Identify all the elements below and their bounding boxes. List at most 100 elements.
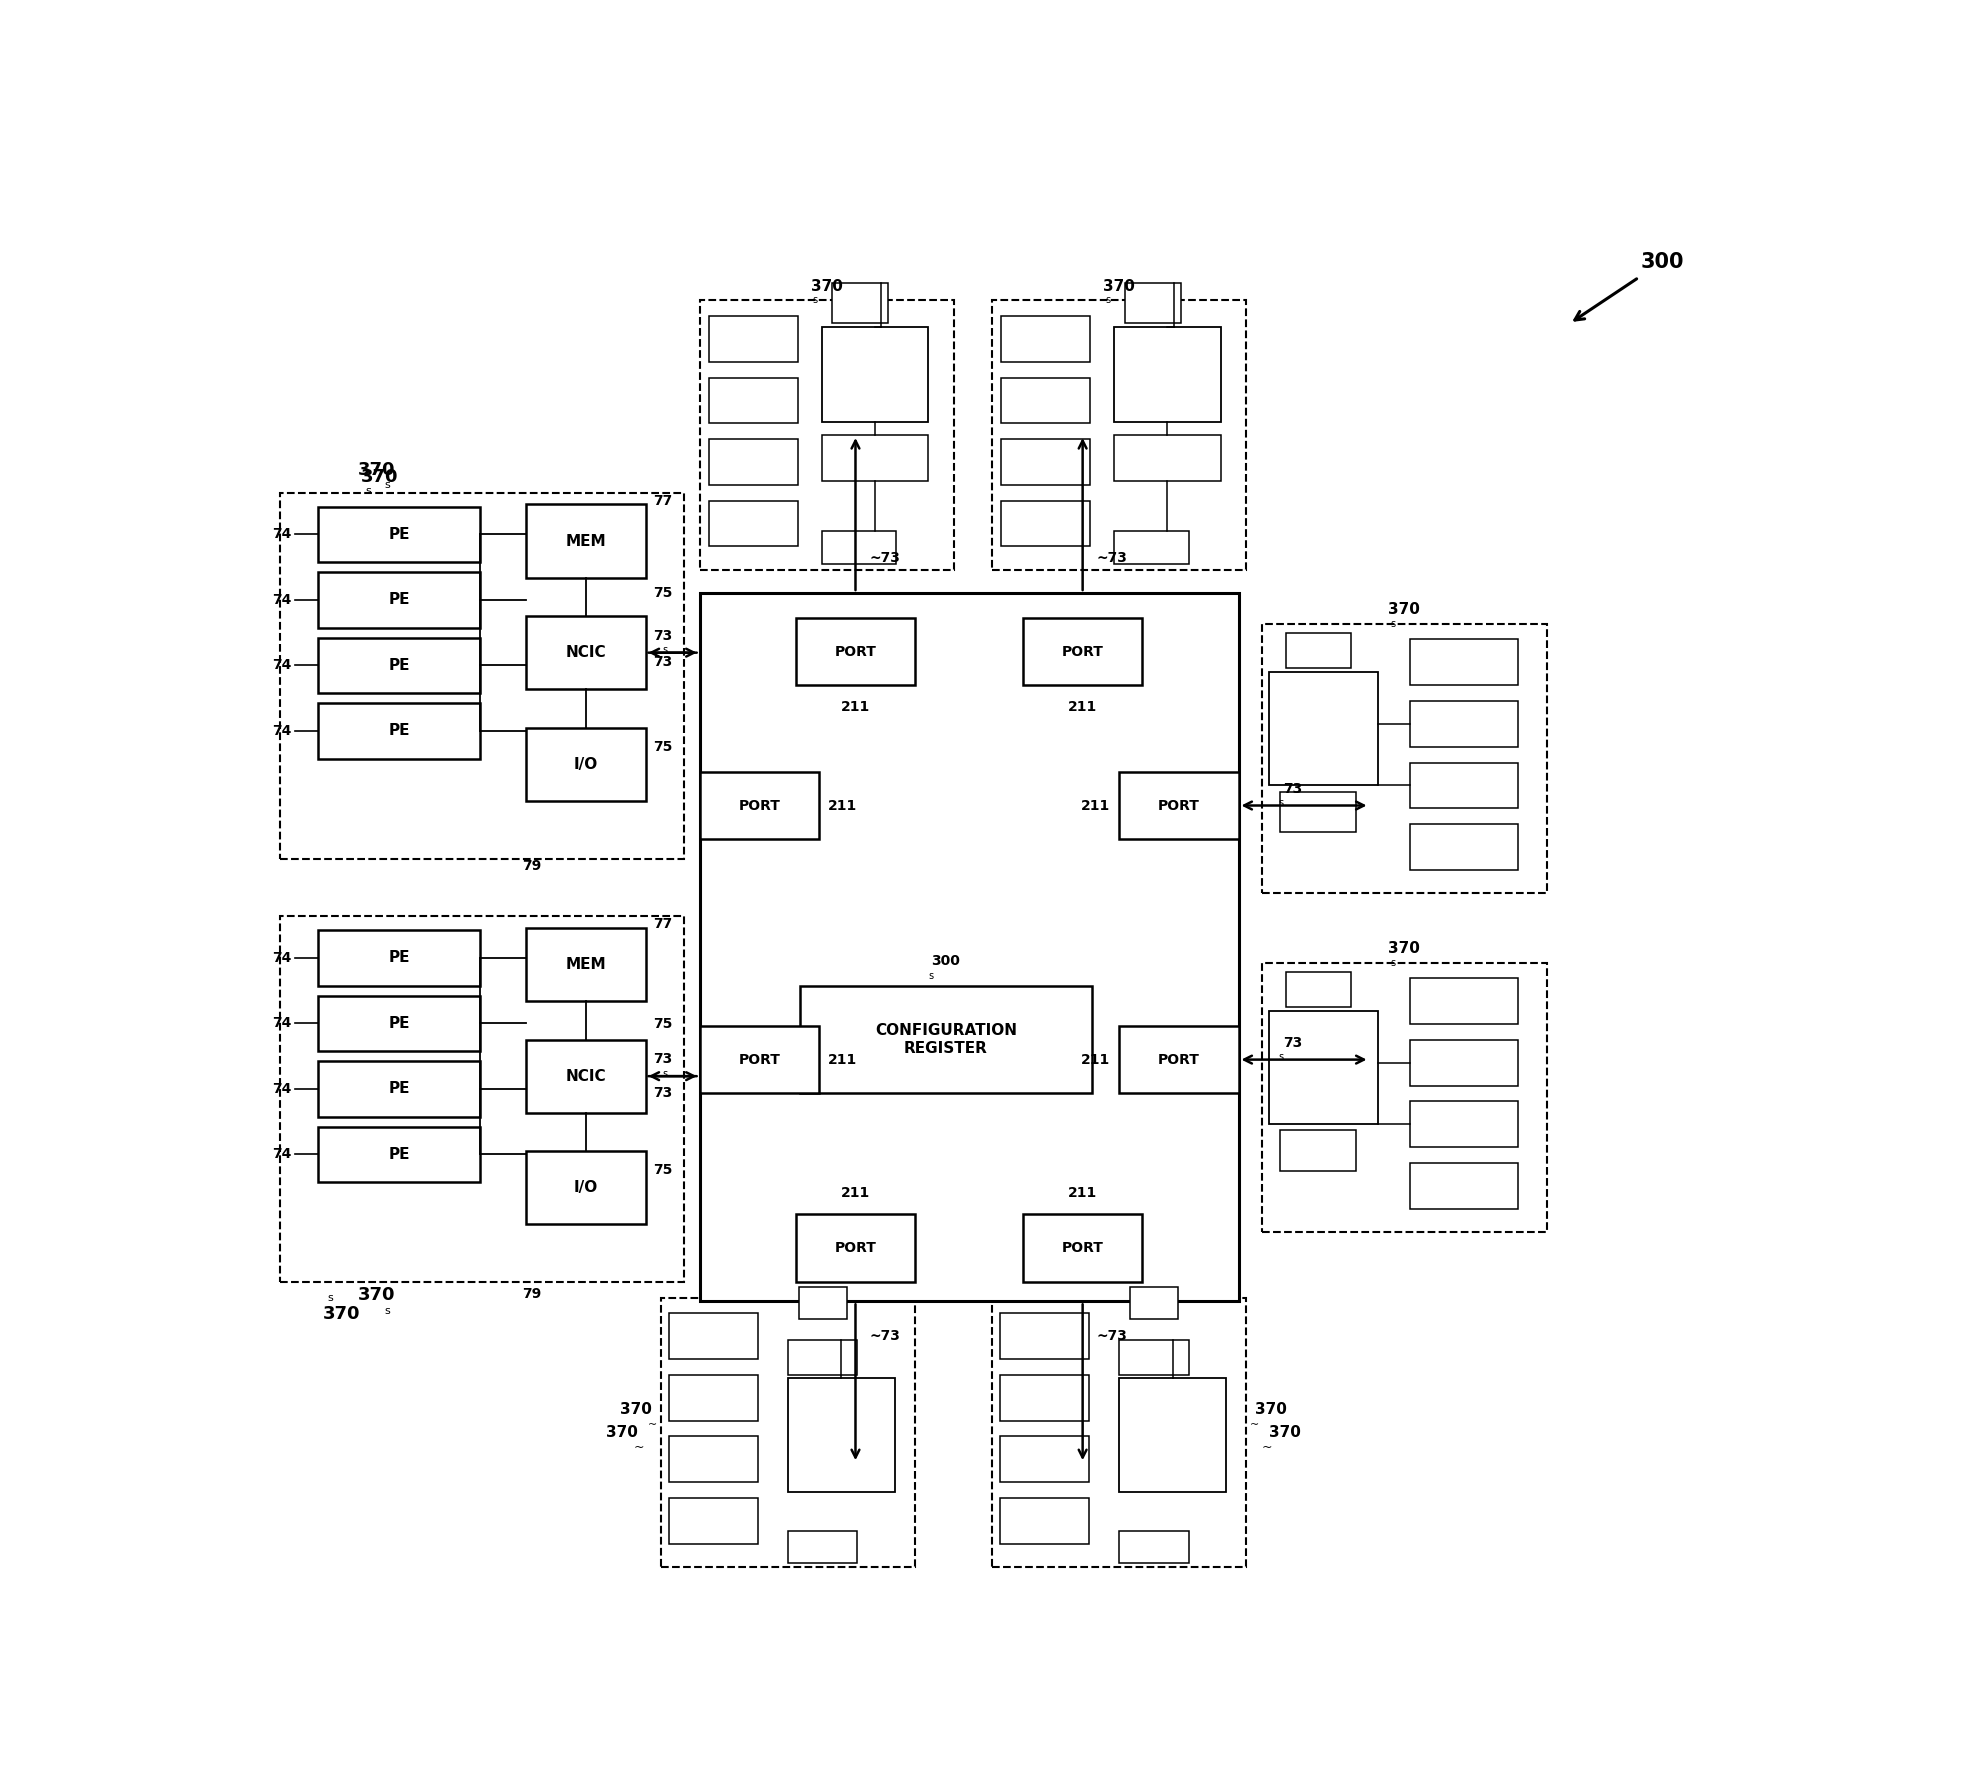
Bar — [1411, 763, 1518, 808]
Bar — [1002, 378, 1091, 423]
Bar — [708, 501, 798, 546]
Text: 370: 370 — [1103, 279, 1135, 294]
Bar — [317, 571, 480, 627]
Bar — [526, 1039, 645, 1112]
Bar — [1270, 1012, 1377, 1125]
Bar — [821, 435, 929, 482]
Text: PORT: PORT — [1159, 1053, 1200, 1067]
Text: PE: PE — [389, 951, 411, 965]
Text: ~73: ~73 — [1097, 552, 1127, 566]
Text: 73: 73 — [1284, 1035, 1302, 1050]
Bar — [317, 996, 480, 1051]
Bar — [526, 1152, 645, 1225]
Text: s: s — [1391, 958, 1395, 967]
Text: 370: 370 — [1270, 1426, 1302, 1440]
Text: 370: 370 — [619, 1402, 653, 1417]
Text: s: s — [385, 480, 391, 491]
Text: 75: 75 — [653, 1017, 673, 1032]
Text: 211: 211 — [1081, 1053, 1109, 1067]
Text: 370: 370 — [1389, 942, 1421, 956]
Bar — [1280, 792, 1355, 833]
Text: 75: 75 — [653, 586, 673, 600]
Bar — [1119, 772, 1238, 840]
Text: PORT: PORT — [835, 1241, 877, 1255]
Bar — [1411, 1101, 1518, 1148]
Bar — [821, 328, 929, 421]
Bar — [1411, 1041, 1518, 1085]
Text: ~: ~ — [649, 1420, 657, 1429]
Bar — [1411, 978, 1518, 1024]
Bar — [526, 505, 645, 577]
Bar — [317, 930, 480, 985]
Bar — [788, 1379, 895, 1492]
Text: 73: 73 — [653, 1087, 673, 1100]
Bar — [788, 1340, 857, 1374]
Bar — [1129, 1286, 1178, 1320]
Bar — [669, 1436, 758, 1483]
Text: 73: 73 — [653, 629, 673, 643]
Bar — [1119, 1379, 1226, 1492]
Bar — [1262, 962, 1548, 1232]
Bar — [1002, 315, 1091, 362]
Bar — [1000, 1497, 1089, 1544]
Text: 74: 74 — [272, 593, 292, 607]
Text: I/O: I/O — [573, 1180, 597, 1195]
Bar — [1125, 283, 1180, 324]
Bar — [661, 1297, 915, 1567]
Bar — [317, 1060, 480, 1116]
Text: s: s — [813, 296, 817, 306]
Bar — [317, 1127, 480, 1182]
Bar — [708, 378, 798, 423]
Text: 74: 74 — [272, 1148, 292, 1161]
Text: PE: PE — [389, 1015, 411, 1032]
Bar — [1119, 1531, 1188, 1564]
Bar — [700, 772, 819, 840]
Text: s: s — [1278, 799, 1284, 808]
Text: 79: 79 — [522, 860, 542, 874]
Text: PORT: PORT — [1159, 799, 1200, 813]
Bar — [1286, 634, 1351, 668]
Text: 370: 370 — [811, 279, 843, 294]
Text: 370: 370 — [323, 1306, 361, 1324]
Bar — [992, 301, 1246, 570]
Text: PORT: PORT — [738, 1053, 780, 1067]
Bar — [800, 1286, 847, 1320]
Bar — [700, 593, 1238, 1302]
Text: s: s — [929, 971, 932, 981]
Text: 211: 211 — [1067, 700, 1097, 715]
Text: PE: PE — [389, 657, 411, 673]
Text: 74: 74 — [272, 659, 292, 672]
Bar — [1115, 328, 1220, 421]
Bar — [280, 917, 684, 1282]
Bar — [669, 1497, 758, 1544]
Bar — [1411, 700, 1518, 747]
Bar — [1119, 1026, 1238, 1094]
Bar — [1000, 1375, 1089, 1420]
Text: 79: 79 — [522, 1286, 542, 1300]
Text: 73: 73 — [1284, 781, 1302, 795]
Bar — [526, 727, 645, 801]
Bar — [1024, 618, 1143, 686]
Bar — [1411, 639, 1518, 686]
Text: 73: 73 — [653, 1053, 673, 1066]
Bar — [1024, 1214, 1143, 1282]
Text: ~73: ~73 — [869, 1329, 901, 1343]
Text: ~: ~ — [1262, 1442, 1272, 1454]
Text: s: s — [663, 1069, 667, 1078]
Text: NCIC: NCIC — [565, 1069, 607, 1084]
Bar — [317, 704, 480, 759]
Bar — [526, 928, 645, 1001]
Text: PE: PE — [389, 724, 411, 738]
Text: 211: 211 — [841, 700, 871, 715]
Text: PORT: PORT — [835, 645, 877, 659]
Bar — [796, 1214, 915, 1282]
Text: 211: 211 — [1067, 1186, 1097, 1200]
Bar — [317, 507, 480, 562]
Text: ~73: ~73 — [869, 552, 901, 566]
Text: 77: 77 — [653, 494, 673, 507]
Text: s: s — [1278, 1053, 1284, 1062]
Text: 370: 370 — [361, 469, 399, 487]
Text: 211: 211 — [841, 1186, 871, 1200]
Bar — [788, 1531, 857, 1564]
Text: PE: PE — [389, 527, 411, 543]
